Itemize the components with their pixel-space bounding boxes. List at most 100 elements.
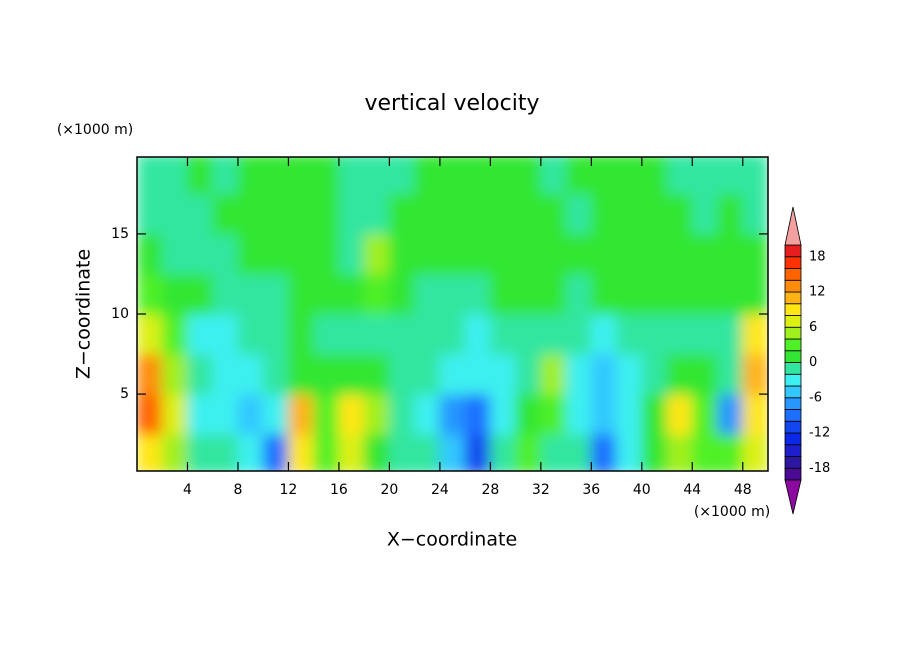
field-cell — [641, 353, 668, 395]
x-unit: (×1000 m) — [694, 504, 770, 520]
field-cell — [565, 157, 592, 195]
colorbar-box — [784, 432, 802, 446]
field-cell — [414, 193, 441, 235]
field-cell — [489, 433, 517, 471]
field-cell — [338, 233, 365, 275]
field-cell — [287, 193, 315, 235]
colorbar-box — [784, 409, 802, 422]
colorbar-box — [784, 268, 802, 281]
field-cell — [691, 273, 719, 315]
field-cell — [237, 393, 264, 435]
field-cell — [137, 193, 163, 235]
field-cell — [691, 313, 719, 355]
field-cell — [313, 353, 340, 395]
field-cell — [717, 433, 744, 471]
x-tick-label: 36 — [582, 482, 600, 498]
colorbar-box — [784, 256, 802, 269]
field-cell — [414, 233, 441, 275]
field-cell — [489, 353, 517, 395]
field-cell — [262, 273, 289, 315]
x-tick-label: 8 — [233, 482, 242, 498]
field-cell — [338, 353, 365, 395]
field-cell — [666, 353, 693, 395]
field-cell — [313, 313, 340, 355]
field-cell — [137, 157, 163, 195]
colorbar-box — [784, 362, 802, 375]
field-cell — [717, 353, 744, 395]
field-cell — [616, 393, 643, 435]
field-cell — [212, 433, 239, 471]
field-cell — [742, 353, 768, 395]
field-cell — [161, 157, 188, 195]
field-cell — [590, 433, 618, 471]
field-cell — [717, 273, 744, 315]
field-cell — [212, 273, 239, 315]
field-cell — [439, 193, 466, 235]
field-cell — [237, 273, 264, 315]
field-cell — [363, 353, 390, 395]
field-cell — [186, 233, 214, 275]
field-cell — [641, 193, 668, 235]
field-cell — [666, 313, 693, 355]
x-tick-label: 28 — [481, 482, 499, 498]
x-tick-label: 16 — [330, 482, 348, 498]
field-cell — [439, 273, 466, 315]
field-cell — [742, 393, 768, 435]
field-cell — [590, 393, 618, 435]
field-cell — [363, 313, 390, 355]
field-cell — [590, 233, 618, 275]
field-cell — [439, 433, 466, 471]
field-cell — [287, 313, 315, 355]
field-cell — [489, 313, 517, 355]
field-cell — [313, 233, 340, 275]
field-cell — [338, 433, 365, 471]
field-cell — [540, 433, 567, 471]
field-cell — [439, 353, 466, 395]
colorbar-box — [784, 420, 802, 434]
field-cell — [287, 393, 315, 435]
field-cell — [287, 157, 315, 195]
x-tick-label: 48 — [734, 482, 752, 498]
field-cell — [515, 157, 542, 195]
field-cell — [313, 273, 340, 315]
field-cell — [515, 353, 542, 395]
field-cell — [262, 157, 289, 195]
field-cell — [363, 193, 390, 235]
field-cell — [515, 233, 542, 275]
field-cell — [186, 433, 214, 471]
field-cell — [717, 393, 744, 435]
field-cell — [287, 433, 315, 471]
x-tick-label: 24 — [431, 482, 449, 498]
field-cell — [388, 193, 416, 235]
field-cell — [666, 157, 693, 195]
field-cell — [666, 433, 693, 471]
field-cell — [641, 273, 668, 315]
field-cell — [565, 353, 592, 395]
colorbar-box — [784, 350, 802, 363]
colorbar-box — [784, 244, 802, 258]
field-cell — [186, 157, 214, 195]
y-axis-label: Z−coordinate — [73, 249, 95, 379]
field-cell — [262, 393, 289, 435]
field-cell — [363, 273, 390, 315]
field-cell — [262, 433, 289, 471]
field-cell — [338, 157, 365, 195]
field-cell — [464, 157, 491, 195]
field-cell — [212, 353, 239, 395]
field-cell — [641, 233, 668, 275]
field-cell — [616, 193, 643, 235]
field-cell — [388, 393, 416, 435]
field-cell — [237, 353, 264, 395]
field-cell — [161, 353, 188, 395]
field-cell — [137, 433, 163, 471]
field-cell — [565, 193, 592, 235]
field-cell — [137, 313, 163, 355]
field-cell — [212, 313, 239, 355]
colorbar-box — [784, 373, 802, 387]
field-cell — [414, 433, 441, 471]
field-cell — [313, 193, 340, 235]
field-cell — [666, 193, 693, 235]
field-cell — [691, 157, 719, 195]
field-cell — [388, 353, 416, 395]
